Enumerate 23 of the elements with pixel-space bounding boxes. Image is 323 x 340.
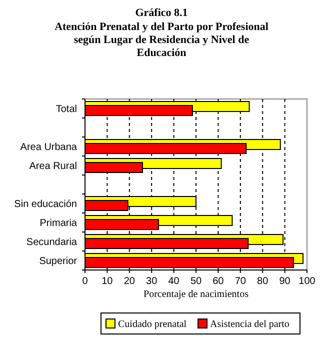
y-tick-label: Primaria [40,218,78,229]
x-tick-label: 40 [168,276,180,287]
chart-subtitle: Atención Prenatal y del Parto por Profesional según Lugar de Residencia y Nivel de Educación [54,21,268,59]
y-tick-label: Total [56,104,77,115]
x-axis-title: Porcentaje de nacimientos [144,289,249,300]
x-tick-label: 0 [82,276,88,287]
x-tick-label: 10 [102,276,114,287]
y-tick-label: Area Urbana [20,142,78,153]
x-tick-label: 20 [124,276,136,287]
y-tick-label: Sin educación [14,199,77,210]
y-tick-label: Area Rural [29,161,77,172]
x-tick-label: 50 [190,276,202,287]
x-tick-label: 70 [234,276,246,287]
legend-label: Cuidado prenatal [118,319,187,330]
x-tick-label: 60 [212,276,224,287]
x-tick-label: 80 [257,276,269,287]
x-tick-label: 90 [279,276,291,287]
x-tick-label: 100 [298,276,316,287]
y-tick-label: Superior [39,256,78,267]
legend-label: Asistencia del parto [210,319,290,330]
y-tick-label: Secundaria [26,237,78,248]
chart-title: Gráfico 8.1 [135,7,188,19]
x-tick-label: 30 [146,276,158,287]
